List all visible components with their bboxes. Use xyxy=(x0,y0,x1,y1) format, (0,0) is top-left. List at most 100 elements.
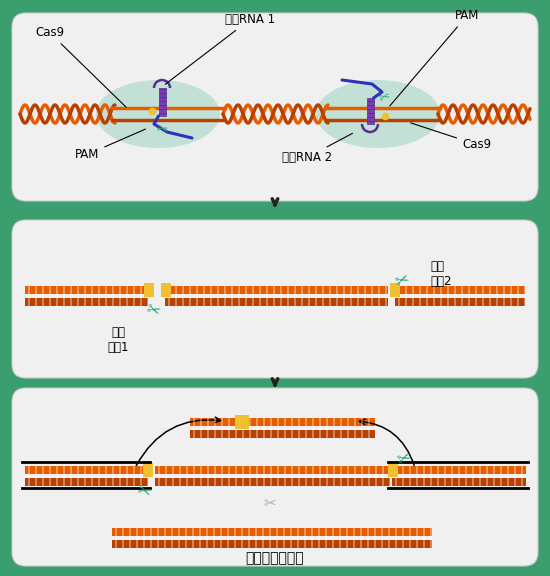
Bar xyxy=(430,466,432,486)
Bar xyxy=(119,286,120,306)
Bar xyxy=(155,478,390,486)
Bar xyxy=(262,528,263,548)
Bar xyxy=(150,528,151,548)
Bar xyxy=(192,528,194,548)
Bar xyxy=(25,298,148,306)
Bar xyxy=(147,286,148,306)
Bar xyxy=(350,286,351,306)
Bar xyxy=(392,466,526,474)
Bar xyxy=(224,286,226,306)
Bar xyxy=(360,528,361,548)
Bar xyxy=(305,466,306,486)
Bar xyxy=(70,466,72,486)
Bar xyxy=(155,466,390,474)
Bar xyxy=(185,528,186,548)
Bar xyxy=(322,286,323,306)
Bar xyxy=(458,466,459,486)
Bar xyxy=(332,528,333,548)
Bar xyxy=(423,466,425,486)
Bar xyxy=(305,418,306,438)
Bar xyxy=(521,466,522,486)
Text: PAM: PAM xyxy=(75,129,145,161)
Bar xyxy=(382,466,383,486)
Bar xyxy=(381,528,382,548)
Bar xyxy=(388,463,398,477)
Bar xyxy=(517,286,519,306)
Bar xyxy=(395,298,525,306)
Bar xyxy=(143,528,145,548)
Bar xyxy=(354,466,355,486)
Bar xyxy=(437,466,438,486)
Bar xyxy=(157,528,158,548)
Bar xyxy=(35,466,36,486)
Bar xyxy=(143,463,153,477)
Bar xyxy=(336,286,338,306)
Bar xyxy=(213,528,214,548)
Bar xyxy=(361,418,362,438)
FancyBboxPatch shape xyxy=(12,388,538,566)
Bar xyxy=(409,466,410,486)
Bar xyxy=(25,478,148,486)
Bar xyxy=(402,528,404,548)
Bar xyxy=(354,418,355,438)
Bar xyxy=(353,528,355,548)
Bar xyxy=(486,466,487,486)
Bar xyxy=(217,286,218,306)
Bar xyxy=(361,466,362,486)
FancyBboxPatch shape xyxy=(12,13,538,201)
Bar xyxy=(186,466,188,486)
Bar xyxy=(524,286,525,306)
Bar xyxy=(119,466,120,486)
Bar xyxy=(364,286,366,306)
Bar xyxy=(77,466,79,486)
Bar xyxy=(472,466,474,486)
Bar xyxy=(255,528,256,548)
Bar xyxy=(158,466,160,486)
Bar xyxy=(115,528,117,548)
Bar xyxy=(395,286,525,294)
Bar xyxy=(500,466,502,486)
Bar xyxy=(298,418,300,438)
Bar xyxy=(398,286,399,306)
Bar xyxy=(479,466,481,486)
Bar xyxy=(112,540,432,548)
Bar xyxy=(375,466,377,486)
Bar xyxy=(105,466,107,486)
Bar xyxy=(366,98,373,124)
Bar xyxy=(440,286,442,306)
Bar xyxy=(56,286,58,306)
Bar xyxy=(207,466,208,486)
Bar xyxy=(49,466,51,486)
Bar xyxy=(84,466,85,486)
Bar xyxy=(340,418,342,438)
Bar xyxy=(165,298,388,306)
Bar xyxy=(122,528,124,548)
Bar xyxy=(203,286,205,306)
Bar xyxy=(234,528,235,548)
Bar xyxy=(311,528,312,548)
Bar xyxy=(280,286,282,306)
Bar xyxy=(301,286,302,306)
Bar xyxy=(228,418,229,438)
Bar xyxy=(451,466,453,486)
Text: ✂: ✂ xyxy=(394,447,414,469)
Bar xyxy=(241,528,243,548)
Bar xyxy=(482,286,483,306)
Bar xyxy=(507,466,509,486)
Bar xyxy=(339,528,340,548)
Bar xyxy=(329,286,331,306)
Bar xyxy=(168,286,169,306)
Bar xyxy=(283,528,284,548)
Text: 剪切
位置2: 剪切 位置2 xyxy=(430,260,452,288)
Bar xyxy=(423,528,425,548)
Bar xyxy=(412,286,414,306)
Bar xyxy=(165,466,167,486)
Bar xyxy=(248,528,250,548)
Bar xyxy=(402,466,404,486)
Bar xyxy=(291,418,293,438)
Bar xyxy=(489,286,491,306)
Bar xyxy=(298,466,300,486)
Bar xyxy=(269,528,271,548)
Bar xyxy=(190,430,375,438)
Bar xyxy=(165,286,388,294)
